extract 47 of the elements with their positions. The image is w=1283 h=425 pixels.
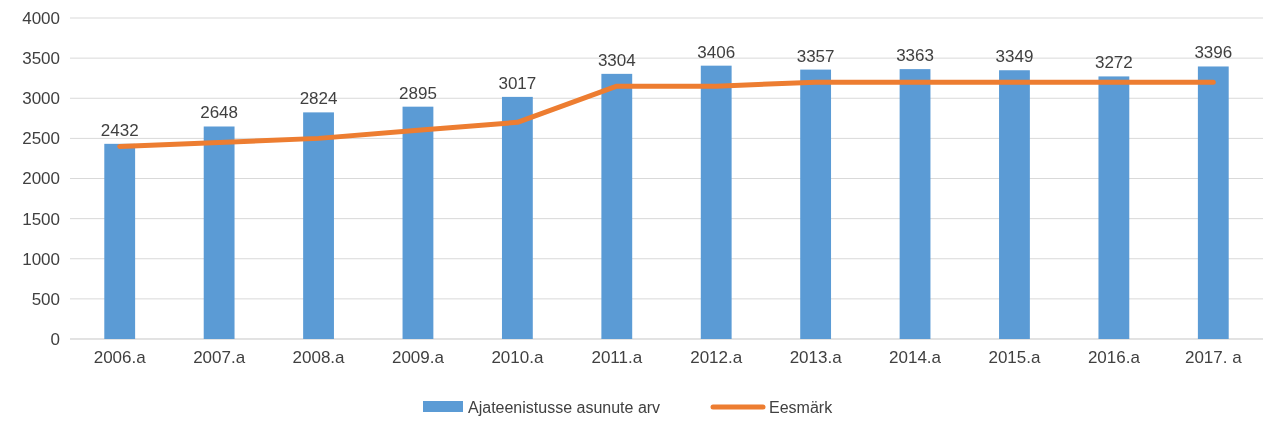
y-tick-label: 3500	[22, 49, 60, 69]
bar	[999, 70, 1030, 339]
data-label: 3017	[498, 73, 537, 93]
y-tick-label: 3000	[22, 89, 60, 109]
bar	[303, 112, 334, 339]
x-tick-label: 2013.a	[789, 348, 843, 367]
data-label: 3363	[896, 46, 934, 66]
x-tick-label: 2014.a	[889, 348, 942, 367]
bar	[1098, 76, 1130, 339]
x-tick-label: 2009.a	[391, 348, 445, 367]
bar	[601, 73, 633, 339]
x-tick-label: 2015.a	[988, 348, 1041, 367]
data-label: 2895	[399, 83, 437, 103]
bar	[203, 126, 235, 339]
y-tick-label: 1500	[22, 209, 60, 229]
data-label: 3357	[796, 46, 835, 66]
bar	[1197, 66, 1229, 339]
y-tick-label: 500	[31, 289, 60, 309]
bar	[501, 96, 533, 339]
data-label: 3406	[697, 42, 736, 62]
bar	[800, 69, 832, 339]
legend-label: Eesmärk	[769, 399, 834, 416]
y-tick-label: 2000	[22, 169, 60, 189]
data-label: 3272	[1094, 53, 1133, 73]
bar	[402, 106, 434, 339]
bar	[700, 65, 732, 339]
x-tick-label: 2011.a	[591, 348, 643, 367]
x-tick-label: 2017. a	[1184, 348, 1243, 367]
x-tick-label: 2006.a	[93, 348, 147, 367]
y-tick-label: 4000	[22, 8, 60, 28]
bar	[899, 69, 931, 339]
data-label: 2824	[299, 89, 338, 109]
x-tick-label: 2016.a	[1087, 348, 1141, 367]
data-label: 2432	[100, 120, 139, 140]
y-tick-label: 2500	[22, 129, 60, 149]
bar	[104, 143, 136, 339]
x-tick-label: 2010.a	[491, 348, 544, 367]
x-tick-label: 2012.a	[690, 348, 743, 367]
x-tick-label: 2007.a	[193, 348, 246, 367]
data-label: 2648	[200, 103, 239, 123]
data-label: 3304	[597, 50, 636, 70]
x-tick-label: 2008.a	[292, 348, 346, 367]
y-tick-label: 0	[50, 329, 60, 349]
y-tick-label: 1000	[22, 249, 60, 269]
data-label: 3349	[995, 47, 1034, 67]
legend-label: Ajateenistusse asunute arv	[468, 399, 661, 416]
data-label: 3396	[1194, 43, 1233, 63]
